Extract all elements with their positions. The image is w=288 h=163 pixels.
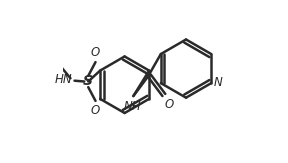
Text: NH: NH [124,100,141,113]
Text: N: N [214,76,223,89]
Text: HN: HN [54,73,72,86]
Text: O: O [91,104,100,117]
Text: S: S [83,74,93,89]
Text: O: O [91,46,100,59]
Text: O: O [165,98,174,111]
